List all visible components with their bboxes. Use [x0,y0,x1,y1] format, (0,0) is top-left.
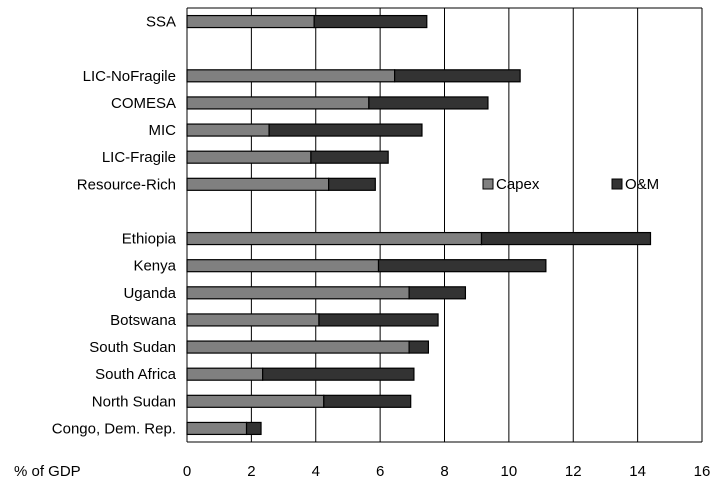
bar-om [310,150,389,164]
category-labels: SSA LIC-NoFragile COMESA MIC LIC-Fragile Reso… [52,14,177,438]
bar-om [268,123,423,137]
legend-swatch [611,178,623,190]
x-tick-label: 0 [183,463,191,480]
category-label: Congo, Dem. Rep. [52,420,176,437]
bar-om [480,231,652,246]
category-label: Uganda [123,285,176,302]
bar-capex [186,367,264,381]
x-tick-label: 4 [312,463,320,480]
bar-capex [186,177,330,191]
legend-label: Capex [496,176,540,193]
x-axis-label: % of GDP [14,463,81,480]
bar-capex [186,123,270,137]
x-tick-label: 10 [501,463,518,480]
x-tick-labels: 0 2 4 6 8 10 12 14 16 [183,463,711,480]
bar-capex [186,69,396,83]
category-label: North Sudan [92,393,176,410]
bar-om [408,340,430,354]
category-label: COMESA [111,95,176,112]
bar-capex [186,96,370,110]
bar-capex [186,394,325,408]
category-label: Ethiopia [122,231,177,248]
legend-swatch [482,178,494,190]
category-label: South Africa [95,366,177,383]
x-tick-label: 2 [247,463,255,480]
bar-capex [186,14,315,29]
legend: Capex O&M [482,176,659,193]
bar-om [368,96,489,110]
bar-capex [186,421,248,436]
bar-capex [186,313,320,327]
category-label: SSA [146,14,176,31]
bar-capex [186,231,483,246]
bar-om [408,286,467,300]
x-tick-label: 6 [376,463,384,480]
bar-om [394,69,521,83]
x-tick-label: 16 [694,463,711,480]
x-tick-label: 12 [565,463,582,480]
category-label: Resource-Rich [77,176,176,193]
category-label: Botswana [110,312,177,329]
bar-om [377,259,547,273]
bar-capex [186,286,410,300]
bars [186,14,652,436]
bar-om [313,14,428,29]
bar-om [262,367,415,381]
bar-om [318,313,439,327]
category-label: MIC [149,122,177,139]
category-label: LIC-NoFragile [83,68,176,85]
category-label: South Sudan [89,339,176,356]
bar-capex [186,150,312,164]
bar-capex [186,259,380,273]
category-label: Kenya [133,258,176,275]
bar-om [245,421,262,436]
legend-label: O&M [625,176,659,193]
bar-om [323,394,412,408]
bar-capex [186,340,410,354]
category-label: LIC-Fragile [102,149,176,166]
x-tick-label: 14 [629,463,646,480]
bar-om [328,177,376,191]
x-tick-label: 8 [440,463,448,480]
